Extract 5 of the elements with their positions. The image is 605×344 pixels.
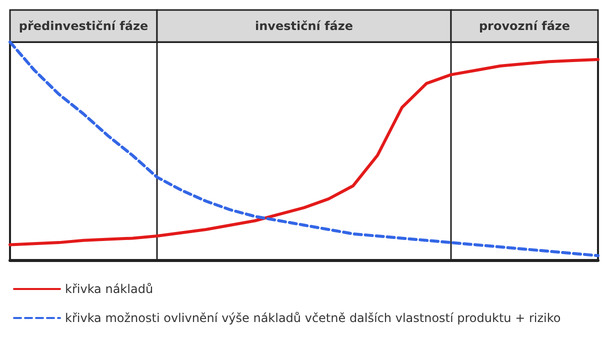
legend-label: křivka nákladů [65,282,154,296]
text: předinvestiční fáze [18,19,148,33]
text: investiční fáze [255,19,353,33]
legend-label: křivka možnosti ovlivnění výše nákladů včetně dalších vlastností produktu + riziko [65,311,561,325]
text: provozní fáze [478,19,570,33]
